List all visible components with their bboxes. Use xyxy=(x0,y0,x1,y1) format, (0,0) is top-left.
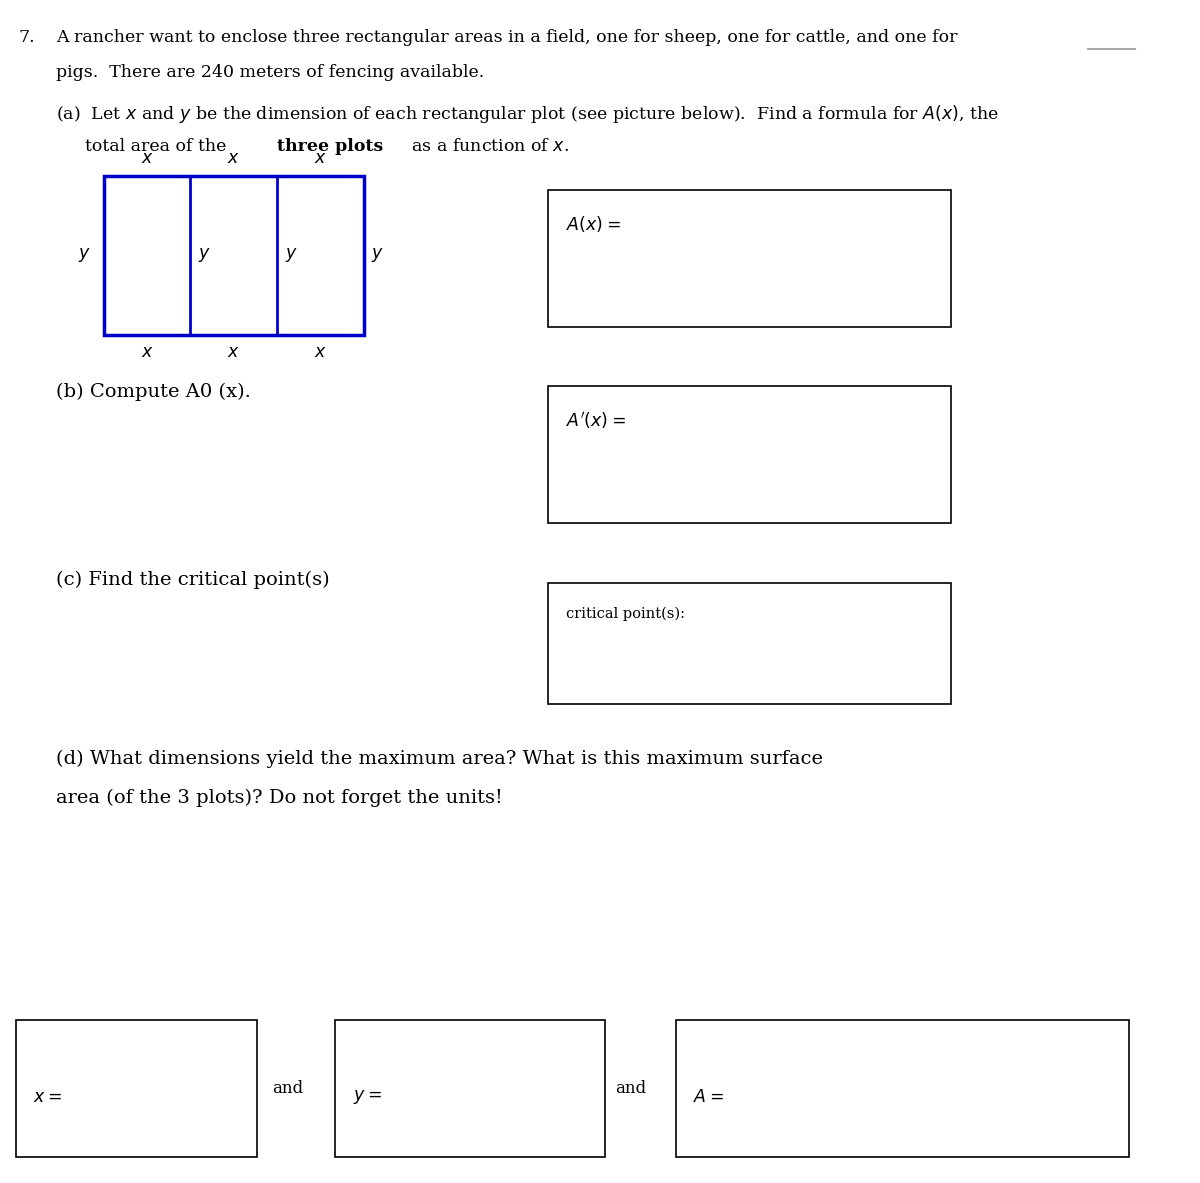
Text: $x$: $x$ xyxy=(314,150,326,167)
Text: $A =$: $A =$ xyxy=(694,1088,725,1106)
Bar xyxy=(548,583,950,704)
Text: and: and xyxy=(616,1080,647,1097)
Text: 7.: 7. xyxy=(18,30,35,46)
Text: $y =$: $y =$ xyxy=(353,1088,382,1106)
Text: $x$: $x$ xyxy=(140,344,154,361)
Text: three plots: three plots xyxy=(277,138,383,155)
Text: area (of the 3 plots)? Do not forget the units!: area (of the 3 plots)? Do not forget the… xyxy=(56,789,503,807)
Text: $A'(x) =$: $A'(x) =$ xyxy=(565,411,625,432)
Text: A rancher want to enclose three rectangular areas in a field, one for sheep, one: A rancher want to enclose three rectangu… xyxy=(56,30,958,46)
Text: $x$: $x$ xyxy=(140,150,154,167)
Text: $x =$: $x =$ xyxy=(32,1088,61,1106)
Text: $x$: $x$ xyxy=(227,344,240,361)
Text: (a)  Let $x$ and $y$ be the dimension of each rectangular plot (see picture belo: (a) Let $x$ and $y$ be the dimension of … xyxy=(56,103,1000,125)
Text: $y$: $y$ xyxy=(78,246,91,264)
Text: critical point(s):: critical point(s): xyxy=(565,607,684,621)
Text: $y$: $y$ xyxy=(284,246,298,264)
Text: as a function of $x$.: as a function of $x$. xyxy=(407,138,570,155)
Text: and: and xyxy=(272,1080,304,1097)
Bar xyxy=(677,1020,1129,1157)
Bar xyxy=(548,189,950,327)
Text: $x$: $x$ xyxy=(227,150,240,167)
Bar xyxy=(103,176,364,335)
Text: pigs.  There are 240 meters of fencing available.: pigs. There are 240 meters of fencing av… xyxy=(56,64,485,80)
Text: $y$: $y$ xyxy=(198,246,211,264)
Text: total area of the: total area of the xyxy=(85,138,232,155)
Text: (d) What dimensions yield the maximum area? What is this maximum surface: (d) What dimensions yield the maximum ar… xyxy=(56,750,823,768)
Text: $x$: $x$ xyxy=(314,344,326,361)
Bar xyxy=(336,1020,605,1157)
Text: (b) Compute A0 (x).: (b) Compute A0 (x). xyxy=(56,382,251,401)
Text: $A(x) =$: $A(x) =$ xyxy=(565,214,620,234)
Text: $y$: $y$ xyxy=(372,246,384,264)
Bar xyxy=(548,387,950,524)
Text: (c) Find the critical point(s): (c) Find the critical point(s) xyxy=(56,571,330,589)
Bar xyxy=(16,1020,257,1157)
